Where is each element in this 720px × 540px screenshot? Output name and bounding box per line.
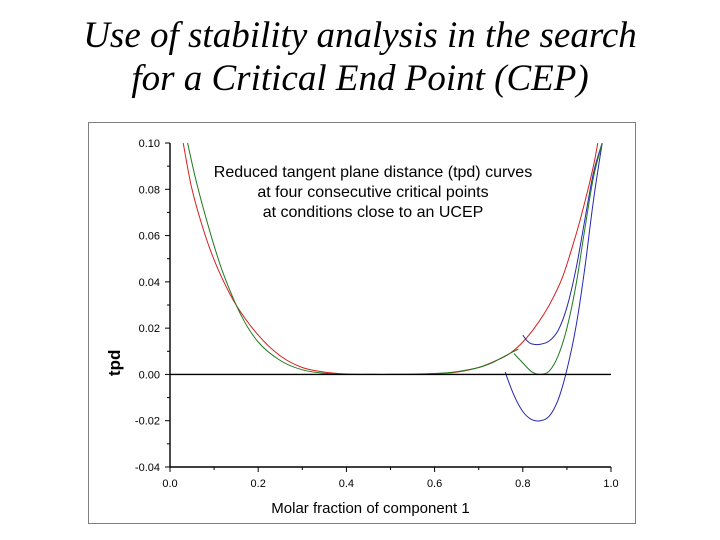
y-tick-label-6: -0.02 [135,416,160,428]
x-tick-label-1: 0.2 [251,478,266,490]
series-line-3-blue [522,143,603,346]
chart-frame: 0.0 0.2 0.4 0.6 0.8 1.0 0.10 0.08 0.06 0.04 0.02 0.… [88,122,636,524]
x-axis-label: Molar fraction of component 1 [271,500,469,517]
slide-title-line-1: Use of stability analysis in the search [83,15,637,56]
y-tick-label-3: 0.04 [139,277,160,289]
x-tick-label-5: 1.0 [603,478,618,490]
chart-title-line-3: at conditions close to an UCEP [263,204,484,221]
y-tick-label-1: 0.08 [139,184,160,196]
x-tick-label-4: 0.8 [515,478,530,490]
y-axis-label: tpd [105,350,124,376]
x-tick-label-3: 0.6 [427,478,442,490]
series-line-4-green [513,143,603,375]
chart-title-line-1: Reduced tangent plane distance (tpd) cur… [214,164,532,181]
series-line-2-blue [504,143,603,422]
chart-title-line-2: at four consecutive critical points [257,184,488,201]
slide-title-line-2: for a Critical End Point (CEP) [131,58,589,99]
tpd-chart: 0.0 0.2 0.4 0.6 0.8 1.0 0.10 0.08 0.06 0.04 0.02 0.… [105,138,619,517]
ticks: 0.0 0.2 0.4 0.6 0.8 1.0 0.10 0.08 0.06 0.04 0.02 0.… [135,138,619,490]
y-tick-label-4: 0.02 [139,323,160,335]
x-tick-label-0: 0.0 [162,478,177,490]
y-tick-label-7: -0.04 [135,462,160,474]
labels: Reduced tangent plane distance (tpd) cur… [105,164,532,517]
x-tick-label-2: 0.4 [339,478,354,490]
y-tick-label-5: 0.00 [139,369,160,381]
slide-title: Use of stability analysis in the search … [0,14,720,100]
y-tick-label-0: 0.10 [139,138,160,150]
y-tick-label-2: 0.06 [139,231,160,243]
